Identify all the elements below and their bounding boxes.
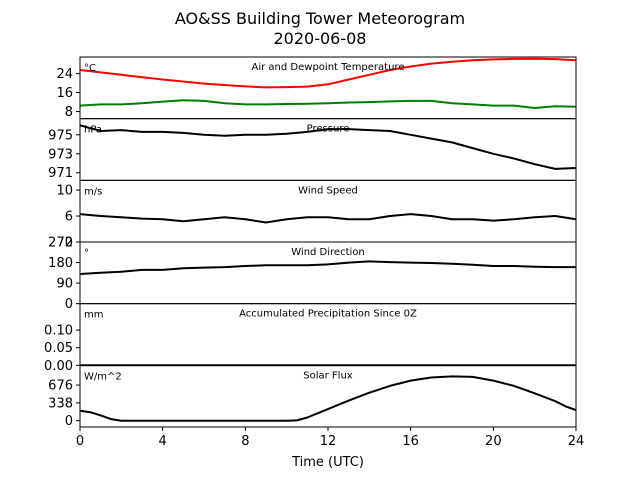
- x-tick-label: 0: [76, 434, 84, 449]
- precipitation-ytick-label: 0.10: [44, 324, 73, 339]
- wind_speed-ytick-label: 10: [56, 184, 73, 199]
- x-axis: 0 4 8 12 16 20 24: [76, 427, 584, 449]
- solar_flux-ytick-label: 676: [48, 379, 73, 394]
- wind_direction-ytick-label: 90: [56, 277, 73, 292]
- x-axis-label: Time (UTC): [291, 455, 364, 470]
- pressure-unit-label: hPa: [84, 125, 102, 136]
- precipitation-ytick-label: 0.00: [44, 359, 73, 374]
- pressure-series-0-line: [79, 124, 577, 170]
- x-tick-label: 12: [320, 434, 337, 449]
- panel-temperature: 8 16 24 °C Air and Dewpoint Temperature: [56, 56, 577, 120]
- solar_flux-ytick-label: 0: [65, 414, 73, 429]
- panel-wind_speed: 2 6 10 m/s Wind Speed: [56, 179, 577, 251]
- temperature-panel-title: Air and Dewpoint Temperature: [252, 62, 405, 73]
- panel-precipitation: 0.00 0.05 0.10 mm Accumulated Precipitation …: [44, 303, 577, 374]
- precipitation-ytick-label: 0.05: [44, 341, 73, 356]
- temperature-ytick-label: 16: [56, 86, 73, 101]
- wind_speed-panel-title: Wind Speed: [298, 185, 358, 196]
- wind_direction-ytick-label: 270: [48, 236, 73, 251]
- x-tick-label: 8: [241, 434, 249, 449]
- figure-title-line2: 2020-06-08: [274, 29, 367, 48]
- wind_direction-panel-title: Wind Direction: [291, 247, 365, 258]
- temperature-unit-label: °C: [84, 63, 96, 74]
- x-tick-label: 16: [402, 434, 419, 449]
- temperature-series-0-line: [79, 57, 577, 89]
- panel-wind_direction: 0 90 180 270 ° Wind Direction: [48, 236, 577, 312]
- figure-title-line1: AO&SS Building Tower Meteorogram: [175, 9, 465, 28]
- x-tick-label: 20: [485, 434, 502, 449]
- wind_speed-series-0-line: [79, 213, 577, 224]
- solar_flux-series-0-line: [79, 375, 577, 422]
- temperature-ytick-label: 24: [56, 67, 73, 82]
- panel-pressure: 971 973 975 hPa Pressure: [48, 118, 577, 181]
- x-tick-label: 4: [159, 434, 167, 449]
- solar_flux-ytick-label: 338: [48, 396, 73, 411]
- temperature-series-1-line: [79, 99, 577, 109]
- precipitation-unit-label: mm: [84, 310, 103, 321]
- wind_speed-unit-label: m/s: [84, 186, 102, 197]
- pressure-ytick-label: 971: [48, 166, 73, 181]
- precipitation-panel-title: Accumulated Precipitation Since 0Z: [239, 309, 417, 320]
- wind_direction-ytick-label: 0: [65, 297, 73, 312]
- wind_speed-ytick-label: 2: [65, 236, 73, 251]
- wind_direction-ytick-label: 180: [48, 256, 73, 271]
- x-tick-label: 24: [568, 434, 585, 449]
- pressure-ytick-label: 973: [48, 147, 73, 162]
- wind_direction-series-0-line: [79, 260, 576, 275]
- panel-solar_flux: 0 338 676 W/m^2 Solar Flux: [48, 364, 577, 429]
- wind_speed-ytick-label: 6: [65, 210, 73, 225]
- temperature-ytick-label: 8: [65, 105, 73, 120]
- pressure-panel-title: Pressure: [307, 124, 350, 135]
- pressure-ytick-label: 975: [48, 128, 73, 143]
- solar_flux-panel-title: Solar Flux: [303, 370, 353, 381]
- solar_flux-unit-label: W/m^2: [84, 371, 122, 382]
- wind_direction-unit-label: °: [84, 248, 89, 259]
